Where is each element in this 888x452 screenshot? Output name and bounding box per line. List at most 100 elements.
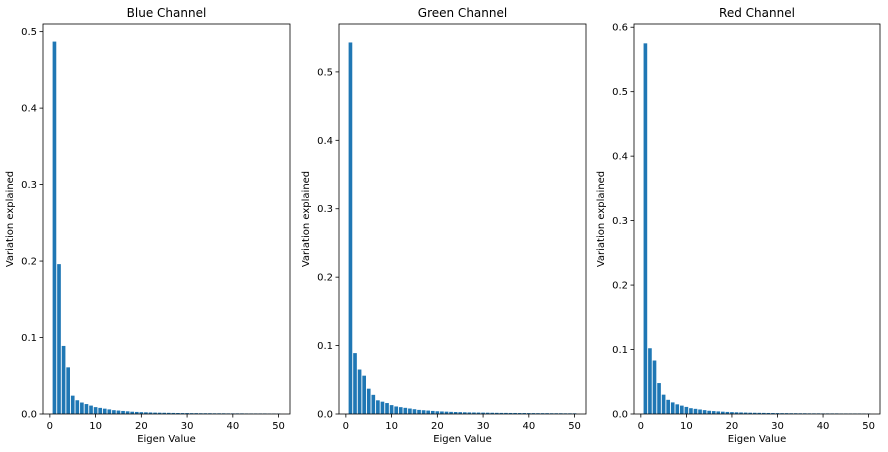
- bar: [162, 412, 167, 414]
- bar: [144, 412, 148, 414]
- bar: [357, 369, 362, 414]
- bar: [139, 412, 144, 414]
- bar: [385, 403, 389, 414]
- bar: [652, 360, 657, 414]
- bar: [348, 42, 353, 414]
- bar: [684, 406, 689, 414]
- bar: [353, 353, 357, 414]
- y-tick-label: 0.6: [612, 23, 628, 34]
- bar: [430, 410, 435, 414]
- y-axis-label: Variation explained: [301, 171, 312, 267]
- bar: [762, 412, 766, 414]
- y-tick-label: 0.3: [612, 216, 628, 227]
- x-tick-label: 0: [343, 421, 349, 432]
- y-tick-label: 0.4: [612, 152, 628, 163]
- y-axis-label: Variation explained: [596, 171, 607, 267]
- y-tick-label: 0.1: [21, 333, 37, 344]
- y-tick-label: 0.0: [612, 410, 628, 421]
- bar: [711, 411, 716, 414]
- bar: [130, 411, 135, 414]
- bar: [499, 412, 504, 414]
- bar: [494, 412, 499, 414]
- y-tick-label: 0.0: [21, 410, 37, 421]
- bar: [84, 404, 89, 414]
- bar: [472, 412, 476, 414]
- bar: [148, 412, 153, 414]
- bar: [784, 413, 789, 414]
- bar: [721, 411, 725, 414]
- x-tick-label: 30: [477, 421, 490, 432]
- y-tick-label: 0.3: [317, 204, 333, 215]
- bar: [666, 399, 670, 414]
- bar: [485, 412, 490, 414]
- bar: [481, 412, 485, 414]
- bar: [180, 413, 185, 414]
- bar: [394, 406, 399, 414]
- bar: [185, 413, 189, 414]
- x-axis-label: Eigen Value: [433, 434, 492, 445]
- bar: [739, 412, 743, 414]
- bar: [176, 413, 180, 414]
- x-tick-label: 10: [89, 421, 102, 432]
- bar: [730, 412, 734, 414]
- bar: [408, 408, 412, 414]
- bar: [536, 413, 540, 414]
- bar: [366, 388, 371, 414]
- bar: [725, 411, 730, 414]
- bar: [80, 402, 84, 414]
- bar: [522, 413, 527, 414]
- bar: [75, 400, 80, 414]
- y-tick-label: 0.1: [317, 341, 333, 352]
- bar: [403, 407, 408, 414]
- bar: [134, 411, 139, 414]
- bar: [771, 413, 775, 414]
- x-tick-label: 50: [272, 421, 285, 432]
- bar: [476, 412, 481, 414]
- x-axis-label: Eigen Value: [137, 434, 196, 445]
- bar: [508, 412, 513, 414]
- bar: [648, 348, 652, 414]
- axes-frame: [633, 23, 881, 415]
- bar: [545, 413, 549, 414]
- chart-panel-1: 0 10 20 30 40 50 0.0 0.1 0.2 0.3 0.4 0.5 Blue Channe…: [5, 6, 291, 445]
- bar: [440, 411, 444, 414]
- bar: [748, 412, 752, 414]
- bar: [462, 412, 467, 414]
- y-axis-label: Variation explained: [5, 171, 16, 267]
- y-tick-label: 0.3: [21, 180, 37, 191]
- bar: [752, 412, 757, 414]
- bar: [125, 411, 130, 414]
- bar: [458, 412, 463, 414]
- bar: [780, 413, 784, 414]
- chart-panel-2: 0 10 20 30 40 50 0.0 0.1 0.2 0.3 0.4 0.5 Green Chann…: [301, 6, 587, 445]
- bar: [657, 383, 661, 414]
- y-tick-label: 0.4: [21, 104, 37, 115]
- bar: [61, 345, 66, 414]
- chart-title: Blue Channel: [127, 6, 207, 20]
- bar: [380, 401, 385, 414]
- y-tick-label: 0.5: [317, 67, 333, 78]
- bar: [449, 411, 453, 414]
- bar: [675, 404, 680, 414]
- bar: [444, 411, 449, 414]
- bar: [102, 408, 107, 414]
- bar: [412, 409, 417, 414]
- bar: [107, 409, 112, 414]
- x-axis-label: Eigen Value: [728, 434, 787, 445]
- axes-frame: [338, 23, 587, 415]
- x-tick-label: 30: [771, 421, 784, 432]
- x-tick-label: 40: [522, 421, 535, 432]
- axes-frame: [42, 23, 291, 415]
- bar: [371, 394, 376, 414]
- bar: [490, 412, 495, 414]
- bar: [426, 410, 431, 414]
- bar: [517, 413, 522, 414]
- bar: [171, 412, 176, 414]
- bar: [435, 411, 440, 414]
- bar: [116, 410, 121, 414]
- bar: [157, 412, 162, 414]
- x-tick-label: 20: [726, 421, 739, 432]
- x-tick-label: 10: [680, 421, 693, 432]
